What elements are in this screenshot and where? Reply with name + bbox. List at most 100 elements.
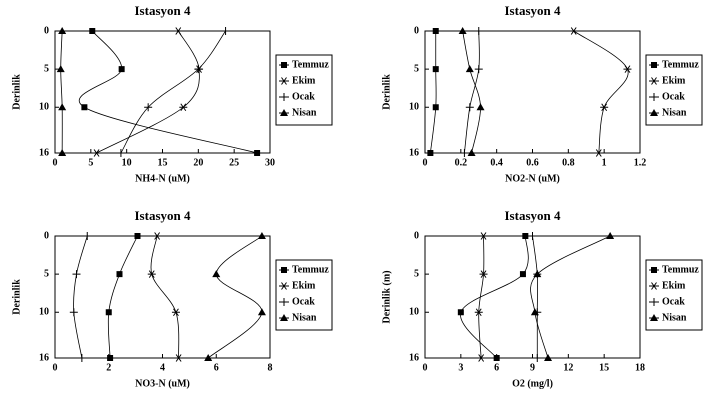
legend-marker — [280, 282, 288, 290]
legend-marker — [650, 298, 658, 306]
data-point — [465, 65, 474, 73]
legend-marker — [280, 314, 288, 321]
x-tick-label: 2 — [106, 362, 111, 373]
y-tick-label: 10 — [409, 102, 419, 113]
data-point — [493, 355, 500, 361]
y-axis-label: Derinlik — [381, 74, 392, 110]
series-line — [530, 235, 611, 359]
data-point — [569, 27, 578, 35]
x-axis-label: NO2-N (uM) — [505, 173, 560, 184]
data-point — [458, 27, 467, 34]
chart-title: Istasyon 4 — [135, 3, 191, 18]
data-point — [81, 104, 88, 111]
data-point — [432, 28, 439, 34]
data-point — [474, 27, 483, 35]
data-point — [432, 104, 439, 111]
data-point — [194, 65, 203, 74]
x-tick-label: 18 — [635, 362, 645, 373]
legend-marker — [650, 314, 658, 321]
data-point — [221, 27, 230, 35]
legend-label: Temmuz — [292, 264, 329, 275]
chart-panel: Istasyon 4 0 0.2 0.4 0.6 0.8 1 1.2 0 5 10 16 NO2-N (… — [381, 3, 703, 184]
chart-panel: Istasyon 4 0 3 6 9 12 15 18 0 5 10 16 O2 (mg/l) Derin… — [381, 208, 703, 389]
series-line — [150, 235, 180, 359]
legend-label: Ocak — [662, 296, 685, 307]
x-axis-label: NO3-N (uM) — [135, 378, 190, 389]
legend-marker — [651, 62, 657, 68]
x-axis-label: O2 (mg/l) — [512, 378, 553, 389]
y-tick-label: 16 — [39, 352, 49, 363]
series-line — [532, 235, 539, 359]
data-point — [153, 232, 162, 240]
x-tick-label: 25 — [229, 157, 239, 168]
legend-marker — [650, 93, 658, 101]
legend-label: Ocak — [662, 91, 685, 102]
data-point — [116, 149, 125, 157]
data-point — [479, 270, 488, 278]
y-tick-label: 5 — [414, 268, 419, 279]
data-point — [171, 308, 180, 317]
x-tick-label: 9 — [530, 362, 535, 373]
data-point — [479, 232, 488, 240]
data-point — [147, 270, 156, 278]
data-point — [530, 308, 539, 316]
plot-frame — [424, 235, 641, 359]
data-point — [116, 271, 123, 278]
data-point — [465, 103, 474, 112]
x-tick-label: 30 — [265, 157, 275, 168]
data-point — [107, 355, 114, 361]
y-tick-label: 5 — [44, 268, 49, 279]
data-point — [72, 270, 81, 279]
data-point — [533, 354, 542, 362]
data-point — [83, 232, 92, 240]
data-point — [606, 232, 615, 239]
x-tick-label: 0 — [53, 362, 58, 373]
chart-panel: Istasyon 4 0 2 4 6 8 0 5 10 16 NO3-N (uM) Derinlik T… — [11, 208, 333, 389]
legend-label: Ekim — [662, 75, 686, 86]
y-axis-label: Derinlik (m) — [381, 270, 392, 323]
y-tick-label: 5 — [414, 63, 419, 74]
data-point — [477, 354, 486, 362]
y-axis-label: Derinlik — [11, 279, 22, 315]
series-line — [60, 30, 63, 154]
legend-label: Ekim — [292, 75, 316, 86]
series-line — [96, 30, 200, 154]
data-point — [56, 65, 65, 73]
data-point — [600, 103, 609, 112]
legend-label: Temmuz — [662, 59, 699, 70]
y-tick-label: 16 — [409, 147, 419, 158]
data-point — [257, 308, 266, 316]
series-line — [462, 30, 481, 154]
y-axis-label: Derinlik — [11, 74, 22, 110]
legend-marker — [651, 267, 657, 273]
data-point — [92, 149, 101, 157]
y-tick-label: 10 — [39, 307, 49, 318]
series-line — [120, 30, 226, 154]
legend-label: Nisan — [662, 312, 687, 323]
series-line — [207, 235, 263, 359]
series-line — [79, 30, 258, 154]
y-tick-label: 0 — [44, 230, 49, 241]
x-tick-label: 15 — [599, 362, 609, 373]
data-point — [204, 354, 213, 361]
series-line — [429, 31, 437, 154]
legend-marker — [650, 109, 658, 116]
x-tick-label: 0.6 — [526, 157, 539, 168]
x-tick-label: 0.2 — [455, 157, 468, 168]
data-point — [544, 354, 553, 361]
legend-label: Temmuz — [292, 59, 329, 70]
x-tick-label: 0.8 — [562, 157, 575, 168]
x-tick-label: 0 — [423, 157, 428, 168]
plot-frame — [54, 235, 271, 359]
y-tick-label: 16 — [409, 352, 419, 363]
y-tick-label: 10 — [409, 307, 419, 318]
series-line — [460, 235, 529, 359]
y-tick-label: 0 — [414, 230, 419, 241]
data-point — [77, 354, 86, 362]
data-point — [174, 27, 183, 35]
data-point — [58, 149, 67, 156]
data-point — [58, 27, 67, 34]
y-tick-label: 16 — [39, 147, 49, 158]
chart-panel: Istasyon 4 0 5 10 15 20 25 30 0 5 10 16 NH4-N (uM) De… — [11, 3, 333, 184]
data-point — [212, 270, 221, 278]
